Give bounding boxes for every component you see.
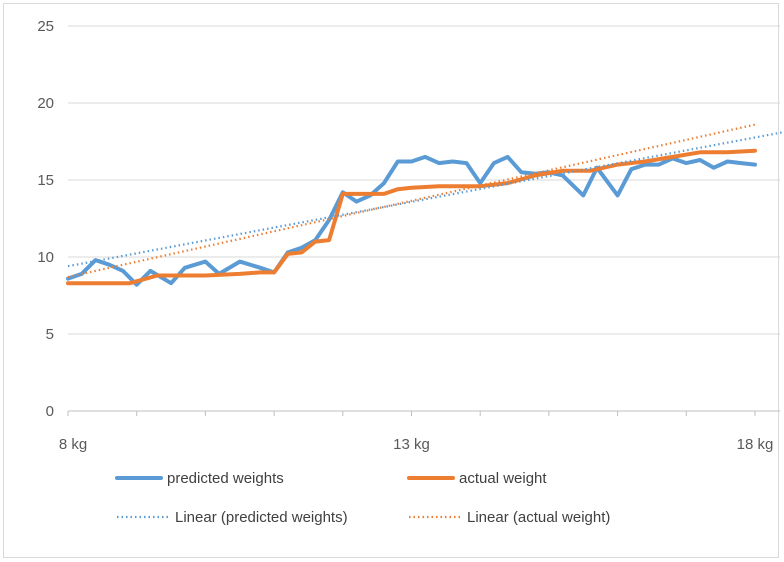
tick-labels: 0 5 10 15 20 25 8 kg 13 kg 18 kg [37,18,773,453]
y-tick-label: 5 [46,326,54,343]
y-tick-label: 25 [37,18,54,35]
gridlines [68,25,780,335]
series-lines [66,123,784,287]
y-tick-label: 15 [37,172,54,189]
y-tick-label: 20 [37,95,54,112]
x-axis [67,410,780,416]
legend-label: Linear (actual weight) [467,509,610,526]
series-line-predicted-weights [66,154,757,287]
legend: predicted weights actual weight Linear (pr… [115,470,610,526]
legend-label: predicted weights [167,470,284,487]
series-line-linear-predicted-weights [67,130,784,268]
x-tick-label: 18 kg [737,436,774,453]
legend-label: actual weight [459,470,547,487]
y-tick-label: 0 [46,403,54,420]
series-line-linear-actual-weight [67,123,756,279]
x-tick-label: 8 kg [59,436,87,453]
series-line-actual-weight [66,148,757,286]
x-tick-label: 13 kg [393,436,430,453]
legend-label: Linear (predicted weights) [175,509,348,526]
y-tick-label: 10 [37,249,54,266]
